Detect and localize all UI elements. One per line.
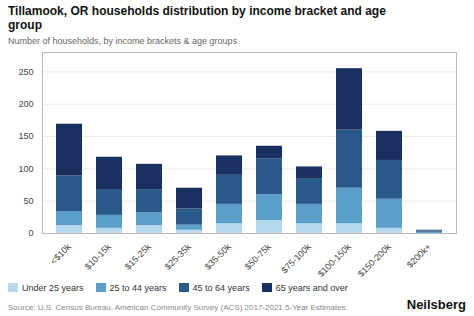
html-text:45 to 64 years: 45 to 64 years bbox=[192, 282, 250, 293]
svg-text:200: 200 bbox=[18, 99, 33, 109]
svg-text:<$10k: <$10k bbox=[48, 241, 73, 266]
svg-text:0: 0 bbox=[28, 228, 33, 238]
svg-text:$150-200k: $150-200k bbox=[356, 241, 394, 279]
svg-text:$100-150k: $100-150k bbox=[316, 241, 354, 279]
html-text:Under 25 years: Under 25 years bbox=[22, 282, 84, 293]
svg-text:$15-25k: $15-25k bbox=[123, 241, 153, 271]
svg-text:250: 250 bbox=[18, 67, 33, 77]
svg-text:$75-100k: $75-100k bbox=[279, 241, 313, 275]
svg-text:$200k+: $200k+ bbox=[405, 241, 433, 269]
html-text:Source: U.S. Census Bureau, Am: Source: U.S. Census Bureau, American Com… bbox=[8, 302, 346, 312]
html-text:Number of households, by incom: Number of households, by income brackets… bbox=[8, 35, 238, 46]
svg-text:100: 100 bbox=[18, 164, 33, 174]
html-text:25 to 44 years: 25 to 44 years bbox=[109, 282, 167, 293]
html-text:65 years and over: 65 years and over bbox=[275, 282, 348, 293]
svg-text:50: 50 bbox=[23, 196, 33, 206]
svg-text:$35-50k: $35-50k bbox=[203, 241, 233, 271]
html-text:Tillamook, OR households distr: Tillamook, OR households distribution by… bbox=[8, 4, 386, 33]
svg-text:$10-15k: $10-15k bbox=[83, 241, 113, 271]
svg-text:150: 150 bbox=[18, 131, 33, 141]
html-text:Neilsberg: Neilsberg bbox=[406, 296, 466, 312]
svg-text:$25-35k: $25-35k bbox=[163, 241, 193, 271]
svg-text:$50-75k: $50-75k bbox=[243, 241, 273, 271]
